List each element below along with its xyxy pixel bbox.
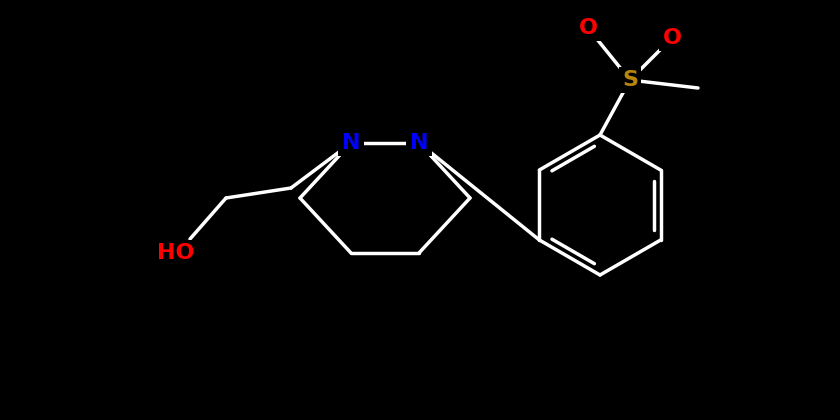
Text: O: O <box>663 28 681 48</box>
Text: S: S <box>622 70 638 90</box>
Text: O: O <box>579 18 597 38</box>
Text: HO: HO <box>157 243 195 263</box>
Text: N: N <box>342 133 360 153</box>
Text: N: N <box>410 133 428 153</box>
